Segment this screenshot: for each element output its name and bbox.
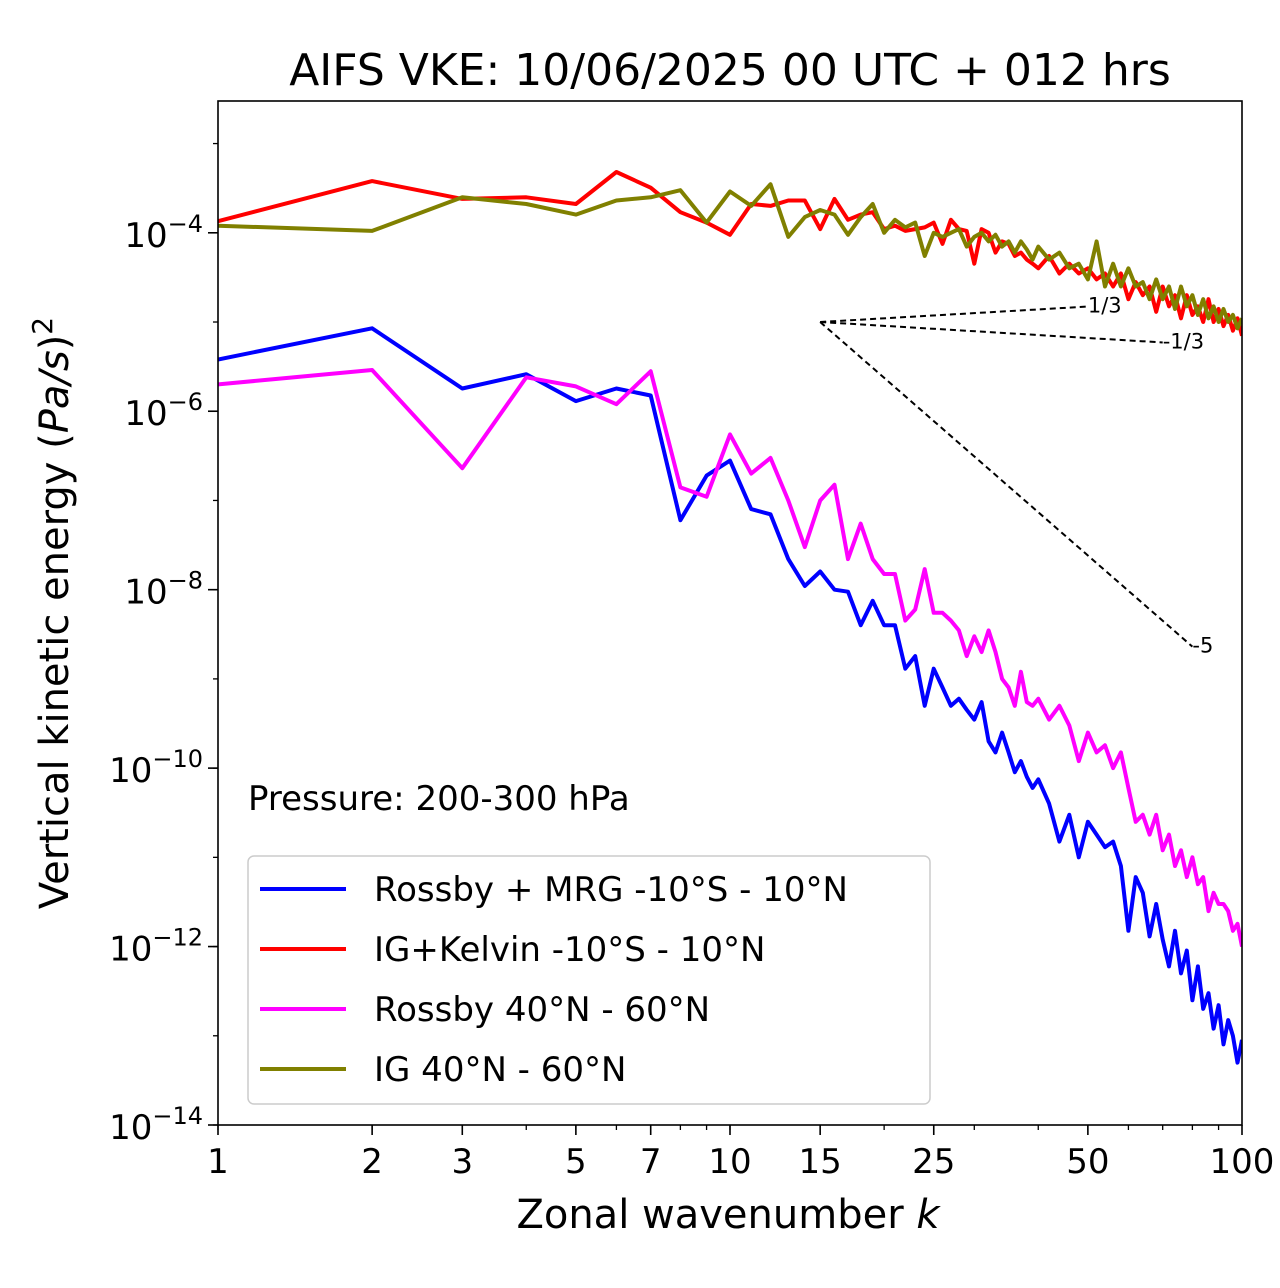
x-tick-label: 2 xyxy=(361,1142,383,1182)
x-axis-label: Zonal wavenumber k xyxy=(516,1192,941,1238)
legend-label-0: Rossby + MRG -10°S - 10°N xyxy=(374,870,848,910)
legend-label-3: IG 40°N - 60°N xyxy=(374,1050,626,1090)
x-tick-label: 1 xyxy=(207,1142,229,1182)
legend-label-2: Rossby 40°N - 60°N xyxy=(374,990,710,1030)
y-tick-label: 10−6 xyxy=(124,388,203,434)
slope-label-1: -1/3 xyxy=(1163,329,1204,353)
y-tick-label: 10−4 xyxy=(124,210,203,256)
x-tick-label: 15 xyxy=(799,1142,842,1182)
y-tick-label: 10−12 xyxy=(109,924,203,970)
series-layer xyxy=(218,170,1242,1065)
legend: Rossby + MRG -10°S - 10°N IG+Kelvin -10°S… xyxy=(247,855,931,1105)
series-line-3 xyxy=(218,182,1242,331)
slope-label-0: 1/3 xyxy=(1088,294,1122,318)
x-tick-label: 5 xyxy=(565,1142,587,1182)
x-tick-label: 7 xyxy=(640,1142,662,1182)
axis-ticks: 1 2 3 5 7 10 15 25 50 100 10−4 10−6 10−8 10−10 10−12 10… xyxy=(109,142,1275,1182)
y-axis-label: Vertical kinetic energy (Pa/s)2 xyxy=(26,317,78,909)
x-tick-label: 50 xyxy=(1066,1142,1109,1182)
x-tick-label: 10 xyxy=(708,1142,751,1182)
series-line-2 xyxy=(218,368,1242,947)
series-line-0 xyxy=(218,326,1242,1065)
y-tick-label: 10−10 xyxy=(109,745,203,791)
x-tick-label: 25 xyxy=(912,1142,955,1182)
pressure-annotation: Pressure: 200-300 hPa xyxy=(248,779,630,819)
legend-label-1: IG+Kelvin -10°S - 10°N xyxy=(374,930,765,970)
x-tick-label: 100 xyxy=(1210,1142,1275,1182)
slope-line-1 xyxy=(820,321,1163,344)
slope-line-2 xyxy=(819,321,1194,648)
x-tick-label: 3 xyxy=(451,1142,473,1182)
legend-frame xyxy=(247,855,931,1105)
slope-label-2: -5 xyxy=(1192,634,1213,658)
reference-slope-lines: 1/3 -1/3 -5 xyxy=(819,294,1213,658)
y-tick-label: 10−8 xyxy=(124,567,203,613)
chart-title: AIFS VKE: 10/06/2025 00 UTC + 012 hrs xyxy=(289,45,1171,96)
slope-line-0 xyxy=(820,305,1088,324)
y-tick-label: 10−14 xyxy=(109,1102,203,1148)
